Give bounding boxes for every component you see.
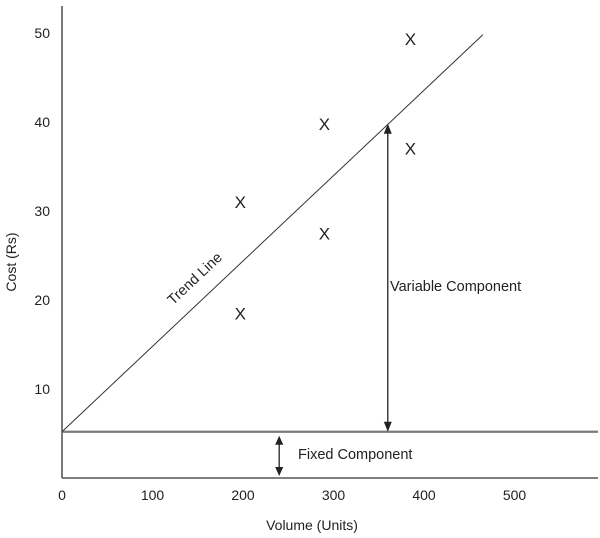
trend-line-label: Trend Line (165, 250, 226, 309)
x-tick-labels: 0 100 200 300 400 500 (58, 487, 526, 503)
data-point: X (319, 224, 330, 243)
x-tick-label: 0 (58, 487, 66, 503)
data-point: X (319, 115, 330, 134)
x-tick-label: 300 (322, 487, 346, 503)
axes (61, 6, 598, 479)
y-tick-labels: 10 20 30 40 50 (34, 25, 50, 397)
y-tick-label: 30 (34, 203, 50, 219)
fixed-component-arrow-head-bottom (275, 467, 284, 476)
y-axis-title: Cost (Rs) (3, 232, 19, 291)
variable-component-label: Variable Component (390, 279, 521, 295)
x-axis-title: Volume (Units) (266, 517, 358, 533)
fixed-component-arrow (275, 435, 284, 476)
variable-component-arrow (383, 123, 392, 432)
annotations: Variable Component Fixed Component (275, 123, 521, 476)
y-tick-label: 20 (34, 292, 50, 308)
y-tick-label: 10 (34, 381, 50, 397)
fixed-component-label: Fixed Component (298, 447, 412, 463)
x-tick-label: 500 (503, 487, 527, 503)
data-point: X (235, 193, 246, 212)
data-points: X X X X X X (235, 30, 416, 323)
x-tick-label: 200 (231, 487, 255, 503)
x-tick-label: 100 (141, 487, 165, 503)
fixed-component-arrow-head-top (275, 435, 284, 445)
x-tick-label: 400 (412, 487, 436, 503)
y-tick-label: 40 (34, 114, 50, 130)
y-tick-label: 50 (34, 25, 50, 41)
trend-line (61, 34, 484, 433)
data-point: X (235, 304, 246, 323)
variable-component-arrow-head-top (383, 123, 392, 134)
data-point: X (405, 30, 416, 49)
variable-component-arrow-head-bottom (383, 421, 392, 432)
data-point: X (405, 140, 416, 159)
